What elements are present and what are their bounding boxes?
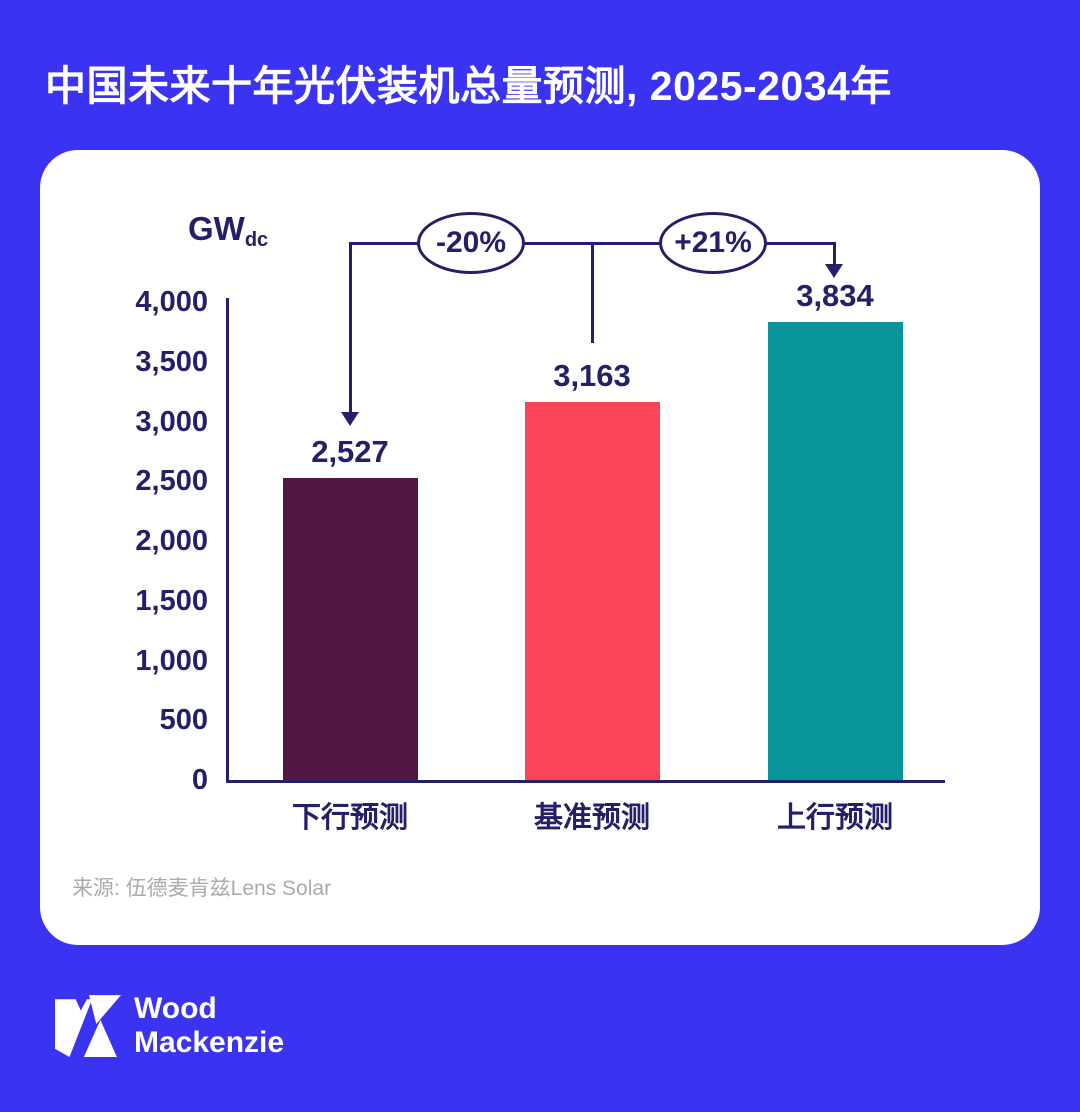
bar-chart: 0 500 1,000 1,500 2,000 2,500 3,000 3,500 4,000 … bbox=[40, 150, 1040, 945]
y-tick-label: 2,000 bbox=[135, 525, 208, 557]
annotation-line-to-upside bbox=[833, 242, 836, 266]
unit-subscript: dc bbox=[244, 229, 269, 251]
wood-mackenzie-logo: Wood Mackenzie bbox=[55, 992, 284, 1060]
y-tick-label: 0 bbox=[191, 764, 208, 796]
x-axis bbox=[226, 780, 945, 783]
y-tick-label: 500 bbox=[159, 704, 208, 737]
y-tick-label: 3,500 bbox=[135, 345, 208, 378]
annotation-badge-plus-21: +21% bbox=[659, 212, 767, 274]
unit-text: GW bbox=[188, 210, 245, 247]
source-note: 来源: 伍德麦肯兹Lens Solar bbox=[72, 877, 332, 900]
down-arrow-icon bbox=[825, 264, 843, 278]
logo-line-1: Wood bbox=[134, 992, 217, 1025]
y-tick-label: 3,000 bbox=[135, 405, 208, 438]
annotation-line-to-downside bbox=[349, 242, 352, 414]
y-tick-label: 1,000 bbox=[135, 644, 208, 677]
wood-mackenzie-logo-icon bbox=[55, 995, 121, 1057]
y-tick-label: 2,500 bbox=[135, 465, 208, 498]
y-tick-label: 4,000 bbox=[135, 286, 208, 318]
x-category-label-base: 基准预测 bbox=[533, 802, 650, 834]
y-axis bbox=[226, 298, 229, 782]
down-arrow-icon bbox=[341, 412, 359, 426]
wood-mackenzie-wordmark: Wood Mackenzie bbox=[134, 992, 284, 1060]
annotation-label: -20% bbox=[435, 226, 507, 259]
annotation-badge-minus-20: -20% bbox=[417, 212, 525, 274]
bar-downside bbox=[282, 478, 418, 780]
bar-value-base: 3,163 bbox=[553, 358, 631, 394]
logo-line-2: Mackenzie bbox=[134, 1026, 285, 1059]
annotation-line-from-base bbox=[591, 242, 594, 343]
x-category-label-upside: 上行预测 bbox=[776, 802, 893, 834]
page-title: 中国未来十年光伏装机总量预测, 2025-2034年 bbox=[45, 63, 892, 109]
annotation-label: +21% bbox=[674, 226, 752, 259]
y-tick-label: 1,500 bbox=[135, 584, 208, 617]
bar-base bbox=[524, 402, 660, 780]
y-axis-unit-label: GWdc bbox=[188, 210, 268, 252]
chart-card: GWdc -20% +21% 0 500 1,000 1,500 2,000 2,500 3… bbox=[40, 150, 1040, 945]
bar-value-upside: 3,834 bbox=[796, 277, 874, 313]
bar-value-downside: 2,527 bbox=[311, 434, 389, 470]
x-category-label-downside: 下行预测 bbox=[291, 802, 408, 834]
bar-upside bbox=[767, 321, 903, 780]
